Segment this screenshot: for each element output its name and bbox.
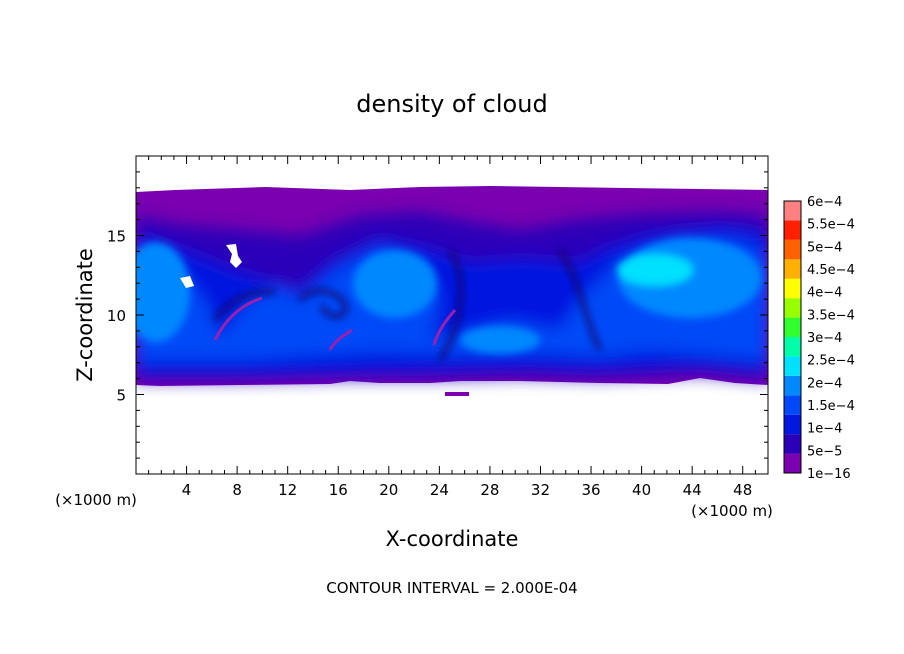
chart-title: density of cloud [356, 90, 547, 118]
y-axis-label: Z-coordinate [73, 248, 97, 382]
heatmap-field [136, 186, 768, 396]
x-tick-label: 16 [329, 481, 348, 499]
x-tick-label: 36 [581, 481, 600, 499]
colorbar-frame [783, 200, 802, 474]
x-tick-label: 12 [278, 481, 297, 499]
colorbar-label: 3.5e−4 [807, 308, 855, 323]
cloud-core-lower [460, 326, 540, 354]
x-ticks: 4 8 12 16 20 24 28 32 36 40 44 48 [148, 156, 756, 499]
colorbar-label: 5.5e−4 [807, 218, 855, 233]
x-tick-label: 40 [632, 481, 651, 499]
clear-hole-2 [180, 276, 194, 288]
x-tick-label: 28 [480, 481, 499, 499]
colorbar-label: 6e−4 [807, 195, 842, 210]
colorbar-segment [784, 259, 801, 279]
cloud-core-right-peak [617, 254, 693, 286]
x-tick-label: 48 [733, 481, 752, 499]
cloud-fragment [445, 392, 469, 396]
colorbar-segment [784, 317, 801, 337]
x-unit-right: (×1000 m) [691, 502, 773, 520]
colorbar-segment [784, 356, 801, 376]
y-ticks: 5 10 15 [107, 171, 768, 459]
x-tick-label: 4 [182, 481, 192, 499]
colorbar-segment [784, 220, 801, 240]
colorbar-label: 4e−4 [807, 286, 842, 301]
x-unit-left: (×1000 m) [55, 491, 137, 509]
x-tick-label: 32 [531, 481, 550, 499]
colorbar-segment [784, 278, 801, 299]
y-tick-label: 15 [107, 228, 126, 246]
x-tick-label: 24 [430, 481, 449, 499]
dark-filaments [213, 248, 602, 362]
contour-interval-note: CONTOUR INTERVAL = 2.000E-04 [326, 579, 577, 597]
colorbar-label: 1e−4 [807, 422, 842, 437]
x-axis-label: X-coordinate [386, 527, 519, 551]
colorbar-segment [784, 453, 801, 473]
colorbar-label: 3e−4 [807, 331, 842, 346]
y-tick-label: 5 [116, 387, 126, 405]
x-tick-label: 44 [683, 481, 702, 499]
colorbar-label: 2.5e−4 [807, 354, 855, 369]
colorbar-segment [784, 434, 801, 454]
clear-hole-1 [226, 244, 242, 268]
y-tick-label: 10 [107, 307, 126, 325]
cloud-filament-magenta [213, 296, 457, 351]
x-tick-label: 20 [379, 481, 398, 499]
colorbar-label: 2e−4 [807, 376, 842, 391]
colorbar-label: 4.5e−4 [807, 263, 855, 278]
colorbar-label: 1.5e−4 [807, 399, 855, 414]
colorbar-label: 1e−16 [807, 467, 851, 482]
colorbar-segment [784, 239, 801, 260]
x-tick-label: 8 [232, 481, 242, 499]
colorbar-segment [784, 201, 801, 221]
colorbar-segment [784, 395, 801, 415]
cloud-core-center [353, 250, 437, 318]
cloud-core-left [136, 242, 190, 342]
colorbar-segment [784, 337, 801, 357]
colorbar-segment [784, 375, 801, 396]
colorbar-label: 5e−5 [807, 444, 842, 459]
colorbar-segment [784, 298, 801, 318]
cloud-layer-bright [136, 240, 768, 360]
colorbar-label: 5e−4 [807, 240, 842, 255]
colorbar-segment [784, 414, 801, 435]
colorbar: 1e−16 5e−5 1e−4 1.5e−4 2e−4 2.5e−4 3e−4 3.5e−4 4… [783, 195, 855, 482]
